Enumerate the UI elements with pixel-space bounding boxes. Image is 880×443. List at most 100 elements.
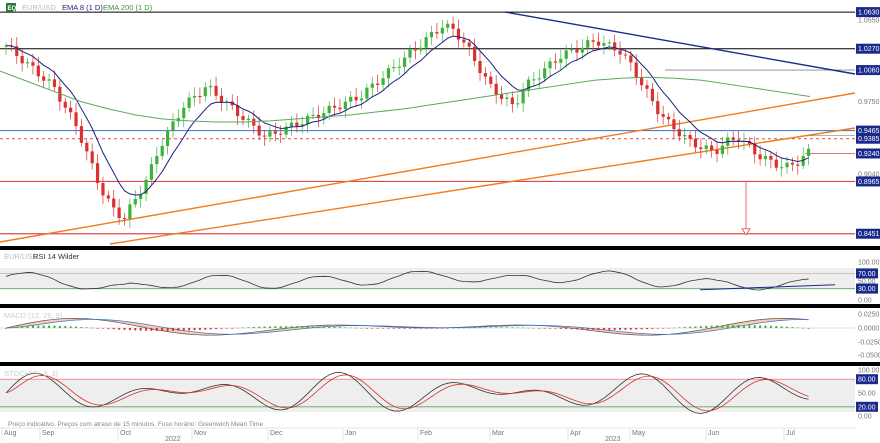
candle-body [640, 77, 644, 86]
downtrend-line [504, 11, 856, 75]
macd-fill [6, 318, 809, 336]
macd-histogram-bar [301, 326, 304, 328]
candle-body [392, 66, 396, 69]
macd-histogram-bar [193, 328, 196, 331]
candle-body [241, 116, 245, 120]
macd-histogram-bar [328, 326, 331, 328]
macd-histogram-bar [489, 327, 492, 328]
month-label: Nov [194, 430, 207, 437]
price-tag [856, 176, 880, 187]
candle-body [526, 79, 531, 91]
macd-histogram-bar [306, 326, 309, 328]
price-tag [856, 133, 880, 144]
macd-histogram-bar [457, 327, 460, 329]
candle-body [295, 122, 299, 127]
macd-histogram-bar [258, 326, 261, 328]
macd-histogram-bar [37, 325, 40, 328]
macd-histogram-bar [624, 328, 627, 330]
macd-histogram-bar [791, 327, 794, 328]
macd-histogram-bar [204, 328, 207, 330]
candle-body [338, 107, 342, 110]
month-label: Jun [708, 430, 719, 437]
stoch-title: STOCH (5, 3, 3) [4, 369, 59, 378]
macd-histogram-bar [42, 325, 45, 328]
rsi-title-muted: EUR/USD [4, 252, 38, 261]
rsi-tag [856, 283, 878, 294]
candle-body [683, 135, 687, 137]
macd-histogram-bar [640, 328, 643, 330]
month-label: Sep [42, 430, 55, 437]
candle-body [381, 78, 385, 85]
macd-histogram-bar [586, 328, 589, 330]
macd-histogram-bar [764, 325, 767, 328]
candle-body [20, 55, 24, 64]
candle-body [171, 121, 175, 131]
candle-body [133, 199, 137, 205]
candle-body [489, 76, 493, 84]
macd-histogram-bar [716, 325, 719, 328]
macd-histogram-bar [479, 327, 482, 329]
macd-histogram-bar [209, 328, 212, 330]
candle-body [618, 50, 622, 55]
candle-body [715, 149, 719, 154]
stoch-axis-label: 0.00 [858, 414, 872, 421]
macd-histogram-bar [538, 328, 541, 329]
macd-axis-label: -0.0250 [858, 340, 880, 347]
macd-histogram-bar [101, 328, 104, 329]
candle-body [47, 79, 51, 81]
macd-histogram-bar [15, 326, 18, 328]
candle-body [413, 49, 417, 51]
price-tag [856, 65, 880, 76]
candle-body [322, 113, 326, 119]
candle-body [128, 204, 132, 219]
macd-histogram-bar [5, 328, 7, 329]
candle-body [85, 142, 89, 152]
candle-body [36, 65, 40, 77]
macd-histogram-bar [425, 328, 428, 329]
macd-histogram-bar [484, 327, 487, 328]
candle-body [661, 114, 665, 117]
macd-histogram-bar [382, 328, 385, 329]
macd-histogram-bar [645, 328, 648, 330]
candle-body [349, 96, 353, 102]
candle-body [607, 42, 611, 44]
candle-body [435, 32, 439, 34]
macd-histogram-bar [139, 328, 142, 331]
macd-histogram-bar [75, 326, 78, 328]
price-tag [856, 125, 880, 136]
price-tag [856, 148, 880, 159]
macd-histogram-bar [662, 328, 665, 329]
rsi-line [5, 270, 809, 291]
candle-body [424, 37, 428, 48]
candle-body [564, 50, 568, 59]
candle-body [397, 66, 401, 68]
price-tag-label: 0.8965 [858, 179, 880, 186]
candle-body [165, 130, 170, 146]
macd-histogram-bar [91, 327, 94, 329]
macd-histogram-bar [344, 327, 347, 329]
candle-body [510, 97, 514, 105]
candle-body [429, 32, 434, 38]
macd-histogram-bar [285, 326, 288, 328]
macd-histogram-bar [317, 326, 320, 328]
macd-histogram-bar [672, 327, 675, 329]
candle-body [69, 107, 73, 113]
macd-histogram-bar [527, 327, 530, 329]
stoch-axis-label: 20.00 [858, 404, 876, 411]
year-label: 2023 [605, 436, 621, 443]
rsi-tag [856, 268, 878, 279]
candle-body [753, 143, 757, 155]
macd-histogram-bar [786, 326, 789, 328]
candle-body [801, 156, 805, 166]
candle-body [31, 62, 35, 66]
candle-body [780, 167, 784, 169]
candle-body [462, 39, 466, 43]
macd-histogram-bar [742, 325, 745, 328]
candle-body [273, 131, 277, 134]
macd-histogram-bar [333, 327, 336, 328]
candle-body [262, 135, 267, 137]
stoch-tag [856, 401, 878, 412]
candle-body [666, 116, 671, 120]
macd-histogram-bar [215, 328, 218, 330]
